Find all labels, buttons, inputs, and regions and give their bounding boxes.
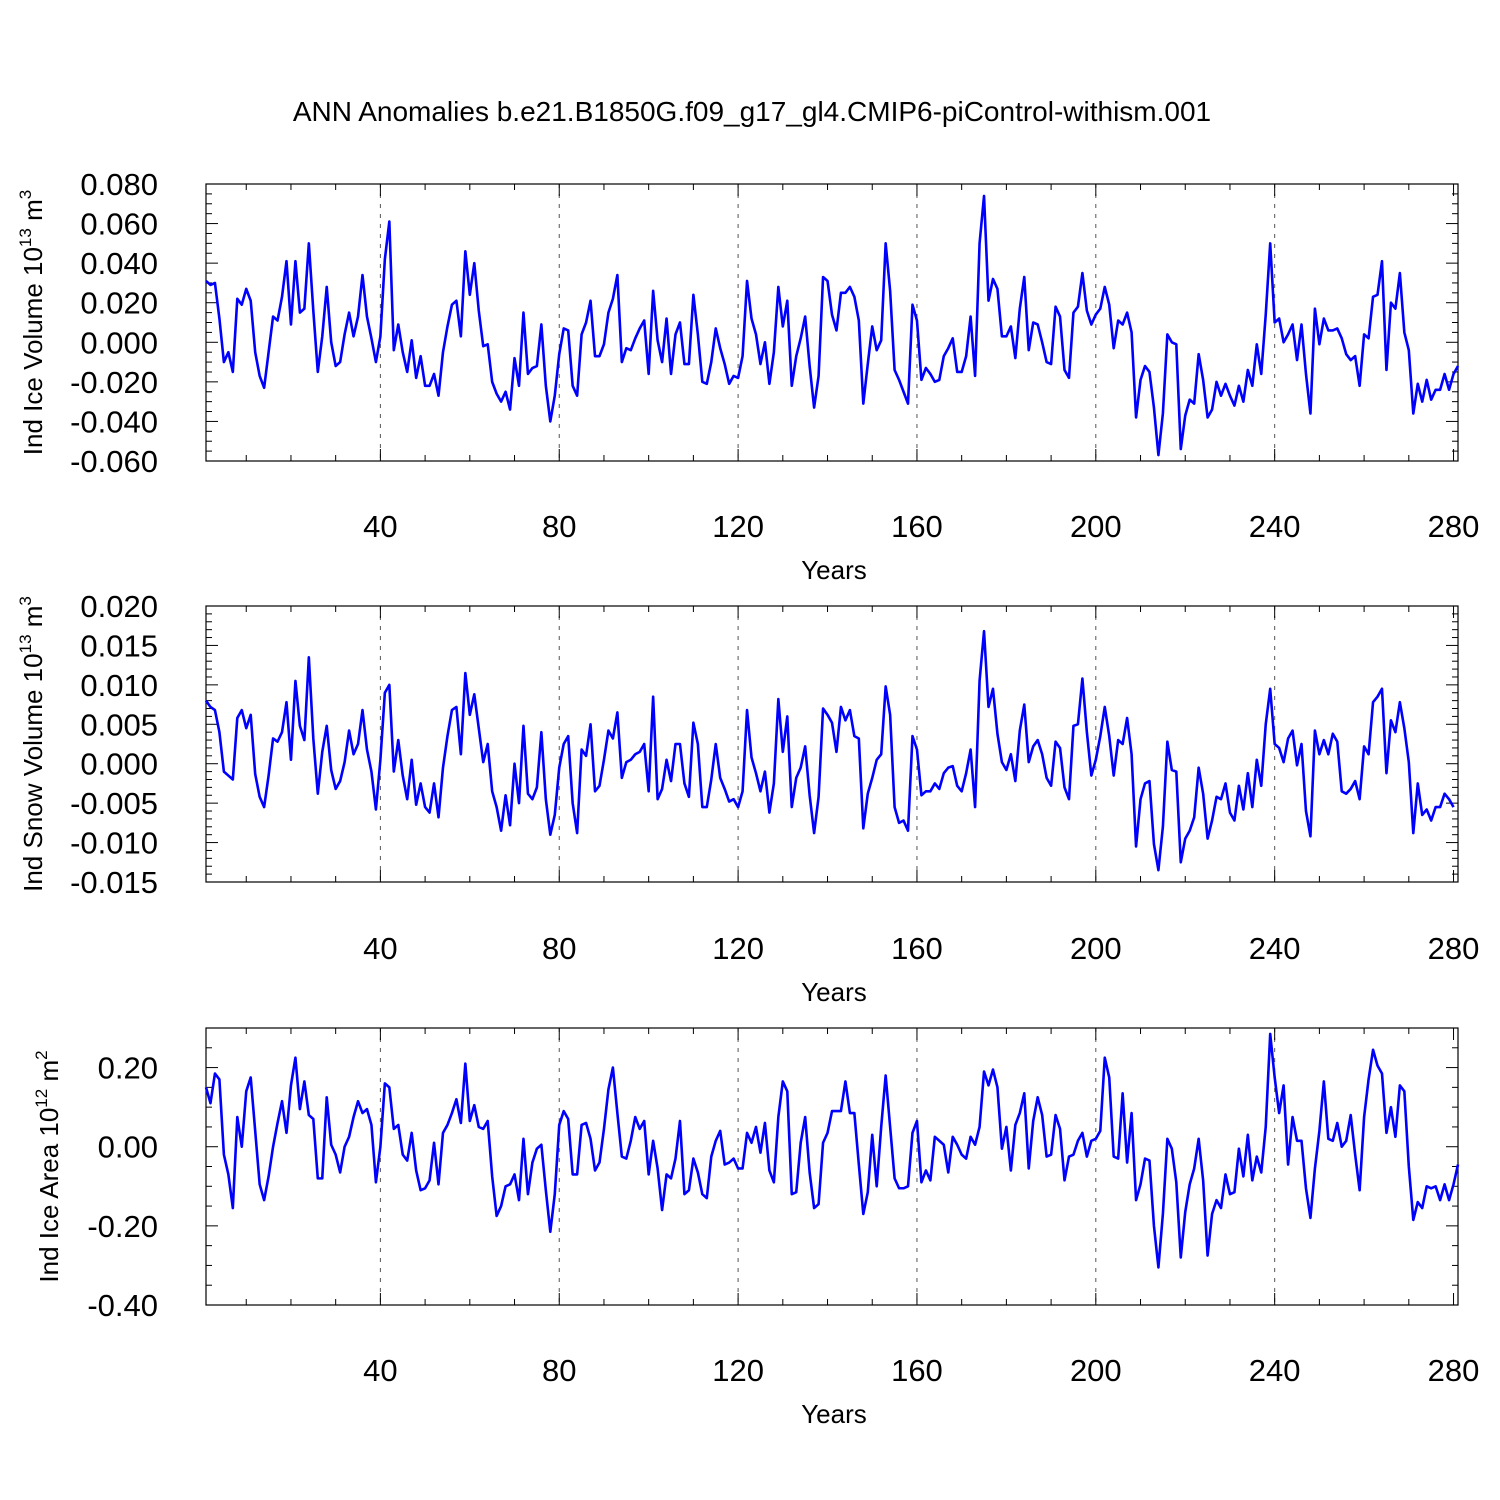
y-tick-label: 0.040 bbox=[80, 246, 158, 281]
x-axis-label: Years bbox=[801, 977, 867, 1007]
y-tick-label: 0.005 bbox=[80, 707, 158, 742]
y-tick-label: 0.020 bbox=[80, 286, 158, 321]
y-axis-label-unit-exponent: 2 bbox=[32, 1050, 51, 1059]
chart-panel-ice_volume: 40 80 120 160 200 240 280 -0.060 -0.040 -0.020 0.0… bbox=[16, 167, 1479, 585]
plot-frame bbox=[205, 605, 1459, 883]
x-tick-label: 280 bbox=[1428, 509, 1480, 544]
y-tick-label: 0.000 bbox=[80, 747, 158, 782]
plot-frame bbox=[205, 1027, 1459, 1306]
panels: 40 80 120 160 200 240 280-0.060-0.040-0.0200.0… bbox=[16, 167, 1479, 1429]
chart-panel-ice_area: 40 80 120 160 200 240 280 -0.40 -0.20 0.00 0.20 Yea… bbox=[32, 1027, 1480, 1429]
figure-title: ANN Anomalies b.e21.B1850G.f09_g17_gl4.C… bbox=[293, 96, 1211, 127]
y-tick-label: 0.020 bbox=[80, 589, 158, 624]
y-tick-label: 0.000 bbox=[80, 325, 158, 360]
x-tick-label: 240 bbox=[1249, 931, 1301, 966]
y-tick-label: -0.20 bbox=[87, 1209, 158, 1244]
y-tick-label: 0.010 bbox=[80, 668, 158, 703]
y-tick-label: -0.040 bbox=[70, 404, 158, 439]
y-axis-label-main: Ind Snow Volume 10 bbox=[18, 653, 48, 892]
y-tick-label: 0.20 bbox=[98, 1051, 158, 1086]
x-tick-label: 160 bbox=[891, 1353, 943, 1388]
y-tick-label: -0.010 bbox=[70, 826, 158, 861]
x-tick-label: 240 bbox=[1249, 509, 1301, 544]
y-axis-label-exponent: 13 bbox=[16, 634, 35, 653]
y-axis-label-unit: m bbox=[18, 199, 48, 228]
x-axis-label: Years bbox=[801, 1399, 867, 1429]
x-tick-label: 160 bbox=[891, 509, 943, 544]
y-axis-label-unit: m bbox=[18, 606, 48, 635]
x-tick-label: 120 bbox=[712, 509, 764, 544]
y-axis-label-exponent: 12 bbox=[32, 1089, 51, 1108]
x-tick-label: 120 bbox=[712, 1353, 764, 1388]
y-tick-label: -0.020 bbox=[70, 365, 158, 400]
x-tick-label: 80 bbox=[542, 1353, 576, 1388]
x-tick-label: 200 bbox=[1070, 1353, 1122, 1388]
x-tick-label: 200 bbox=[1070, 509, 1122, 544]
x-tick-label: 40 bbox=[363, 1353, 397, 1388]
x-tick-label: 80 bbox=[542, 509, 576, 544]
y-tick-label: -0.060 bbox=[70, 444, 158, 479]
y-axis-label-main: Ind Ice Area 10 bbox=[34, 1108, 64, 1283]
x-tick-label: 80 bbox=[542, 931, 576, 966]
x-tick-label: 200 bbox=[1070, 931, 1122, 966]
x-axis-label: Years bbox=[801, 555, 867, 585]
x-tick-label: 280 bbox=[1428, 931, 1480, 966]
x-tick-label: 120 bbox=[712, 931, 764, 966]
y-tick-label: -0.015 bbox=[70, 865, 158, 900]
x-tick-label: 280 bbox=[1428, 1353, 1480, 1388]
x-tick-label: 40 bbox=[363, 931, 397, 966]
y-tick-label: 0.060 bbox=[80, 207, 158, 242]
x-tick-label: 160 bbox=[891, 931, 943, 966]
y-axis-label: Ind Ice Area 1012 m2 bbox=[32, 1050, 64, 1282]
x-tick-label: 40 bbox=[363, 509, 397, 544]
y-axis-label-unit-exponent: 3 bbox=[16, 190, 35, 199]
y-axis-label-unit-exponent: 3 bbox=[16, 596, 35, 605]
y-axis-label-main: Ind Ice Volume 10 bbox=[18, 247, 48, 455]
chart-panel-snow_volume: 40 80 120 160 200 240 280 -0.015 -0.010 -0.005 0.0… bbox=[16, 589, 1479, 1007]
y-tick-label: 0.080 bbox=[80, 167, 158, 202]
y-axis-label: Ind Ice Volume 1013 m3 bbox=[16, 190, 48, 455]
x-tick-label: 240 bbox=[1249, 1353, 1301, 1388]
y-tick-label: -0.40 bbox=[87, 1288, 158, 1323]
data-series-line bbox=[205, 194, 1460, 457]
y-axis-label-unit: m bbox=[34, 1060, 64, 1089]
y-tick-label: 0.015 bbox=[80, 628, 158, 663]
data-series-line bbox=[204, 629, 1455, 872]
y-axis-label-exponent: 13 bbox=[16, 228, 35, 247]
y-tick-label: -0.005 bbox=[70, 786, 158, 821]
y-tick-label: 0.00 bbox=[98, 1130, 158, 1165]
data-series-line bbox=[204, 1032, 1460, 1269]
y-axis-label: Ind Snow Volume 1013 m3 bbox=[16, 596, 48, 892]
